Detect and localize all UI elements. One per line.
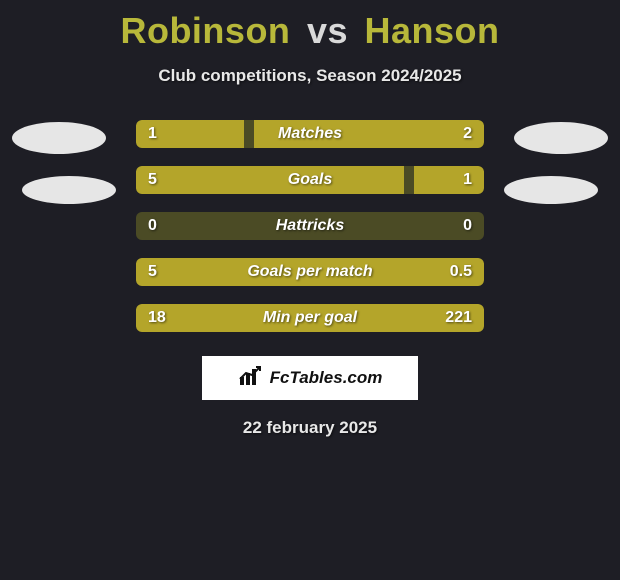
- avatar-placeholder-left-1: [12, 122, 106, 154]
- stat-segment-left: [136, 166, 404, 194]
- stat-row: 18221Min per goal: [136, 304, 484, 332]
- avatar-placeholder-right-1: [514, 122, 608, 154]
- comparison-stage: 12Matches 51Goals 0 0Hattricks 50.5Goals per…: [0, 120, 620, 360]
- stat-segment-right: [414, 166, 484, 194]
- stat-segment-right: [446, 258, 484, 286]
- date-label: 22 february 2025: [0, 418, 620, 438]
- stat-value-right: 0: [463, 212, 472, 240]
- subtitle: Club competitions, Season 2024/2025: [0, 66, 620, 86]
- stat-row: 0 0Hattricks: [136, 212, 484, 240]
- vs-separator: vs: [307, 10, 348, 51]
- stat-segment-left: [136, 120, 244, 148]
- stat-segment-right: [254, 120, 484, 148]
- chart-icon: [238, 365, 264, 392]
- player2-name: Hanson: [365, 10, 500, 51]
- stat-row: 51Goals: [136, 166, 484, 194]
- avatar-placeholder-right-2: [504, 176, 598, 204]
- stat-row: 12Matches: [136, 120, 484, 148]
- stat-value-left: 0: [148, 212, 157, 240]
- brand-badge[interactable]: FcTables.com: [202, 356, 418, 400]
- brand-text: FcTables.com: [270, 368, 383, 388]
- stat-segment-left: [136, 258, 446, 286]
- player1-name: Robinson: [120, 10, 290, 51]
- stat-segment-left: [136, 304, 453, 332]
- avatar-placeholder-left-2: [22, 176, 116, 204]
- page-title: Robinson vs Hanson: [0, 0, 620, 52]
- stat-row: 50.5Goals per match: [136, 258, 484, 286]
- stat-bars: 12Matches 51Goals 0 0Hattricks 50.5Goals per…: [136, 120, 484, 350]
- stat-label: Hattricks: [136, 212, 484, 240]
- stat-segment-right: [453, 304, 484, 332]
